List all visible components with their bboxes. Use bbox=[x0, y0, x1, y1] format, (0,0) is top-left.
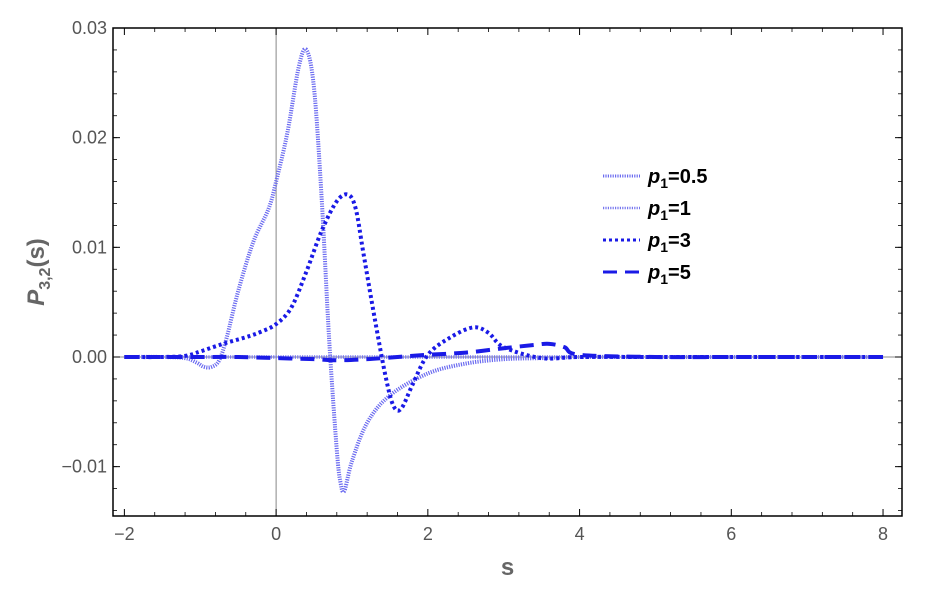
series-line-3 bbox=[124, 192, 884, 413]
x-tick-label: 2 bbox=[423, 524, 433, 544]
x-tick-label: 0 bbox=[271, 524, 281, 544]
x-tick-label: 8 bbox=[878, 524, 888, 544]
legend-label-3: p1=3 bbox=[647, 230, 691, 255]
x-tick-label: −2 bbox=[114, 524, 135, 544]
y-tick-label: −0.01 bbox=[61, 457, 107, 477]
x-tick-label: 6 bbox=[726, 524, 736, 544]
y-tick-label: 0.03 bbox=[72, 18, 107, 38]
x-axis-title: s bbox=[501, 554, 514, 581]
legend-label-2: p1=1 bbox=[647, 198, 691, 223]
y-tick-label: 0.01 bbox=[72, 237, 107, 257]
legend-label-1: p1=0.5 bbox=[647, 166, 708, 191]
axis-titles: s P3,2(s) bbox=[23, 238, 514, 581]
y-axis-title: P3,2(s) bbox=[23, 238, 54, 306]
axis-ticks bbox=[113, 27, 902, 516]
tick-labels: −2 0 2 4 6 8 −0.01 0.00 0.01 0.02 0.03 bbox=[61, 18, 888, 544]
legend: p1=0.5 p1=1 p1=3 p1=5 bbox=[603, 166, 708, 287]
series-line-1 bbox=[124, 47, 884, 495]
plot-frame bbox=[112, 27, 903, 517]
x-tick-label: 4 bbox=[575, 524, 585, 544]
plot-border bbox=[112, 27, 903, 517]
y-tick-label: 0.02 bbox=[72, 128, 107, 148]
y-tick-label: 0.00 bbox=[72, 347, 107, 367]
legend-label-4: p1=5 bbox=[647, 262, 691, 287]
series-layer bbox=[124, 47, 884, 495]
